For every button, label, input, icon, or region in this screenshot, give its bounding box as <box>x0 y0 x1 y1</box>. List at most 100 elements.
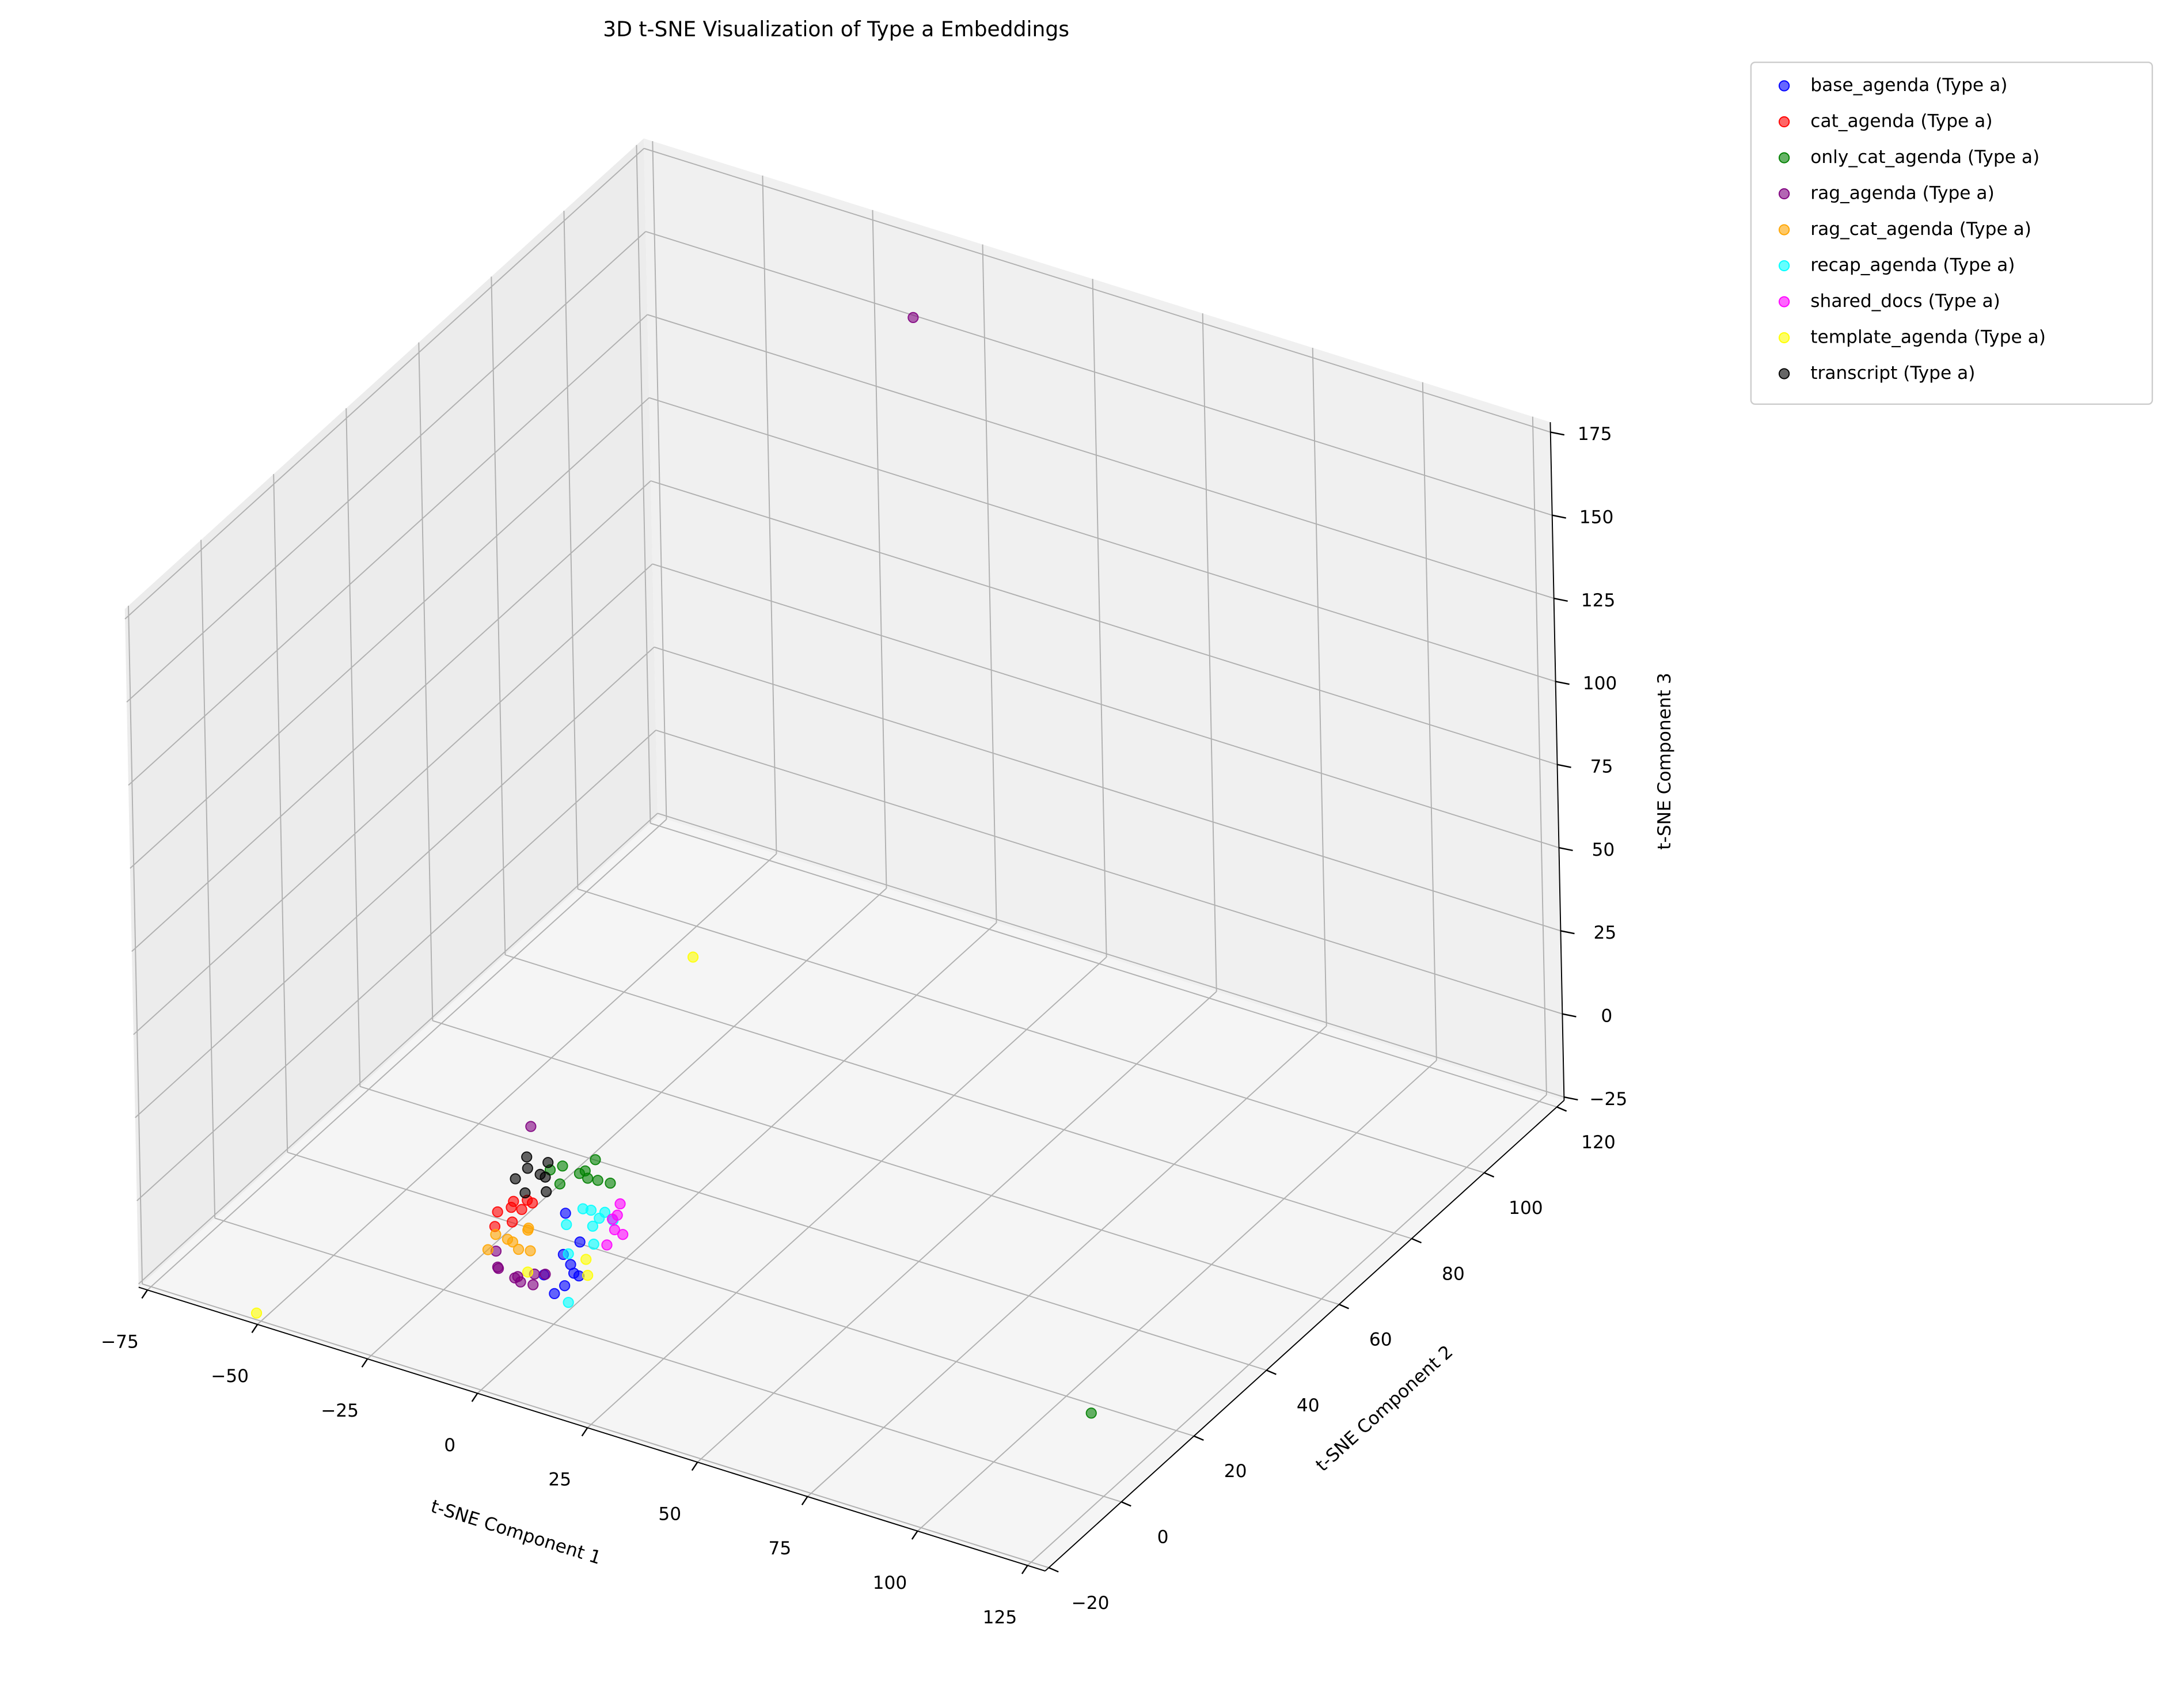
grid-line <box>131 480 651 952</box>
grid-line <box>135 646 655 1118</box>
point <box>540 1269 551 1280</box>
grid-line <box>1422 382 1437 1061</box>
grid-line <box>636 145 651 823</box>
point <box>560 1208 571 1219</box>
y-tick-label: 0 <box>1157 1527 1169 1548</box>
z-axis <box>1549 422 1565 1100</box>
point <box>614 1198 626 1210</box>
y-tick-label: 100 <box>1509 1198 1543 1219</box>
point <box>557 1160 568 1172</box>
grid-line <box>359 1085 1267 1371</box>
grid-line <box>1092 279 1107 958</box>
grid-line <box>587 957 1107 1429</box>
point <box>507 1216 518 1228</box>
grid <box>124 141 1564 1569</box>
tick-mark <box>1411 1238 1422 1244</box>
point <box>577 1203 589 1214</box>
grid-line <box>477 922 997 1394</box>
legend-marker <box>1778 188 1790 200</box>
legend-marker <box>1778 296 1790 308</box>
legend-label: template_agenda (Type a) <box>1810 327 2046 347</box>
grid-line <box>644 147 1551 433</box>
grid-line <box>650 822 1558 1108</box>
z-tick-label: 100 <box>1583 673 1617 694</box>
tick-mark <box>581 1427 588 1437</box>
point <box>516 1204 527 1215</box>
z-tick-label: 0 <box>1601 1006 1612 1027</box>
legend-label: shared_docs (Type a) <box>1810 291 2000 312</box>
grid-line <box>647 314 1554 599</box>
point <box>250 1307 263 1319</box>
point <box>492 1263 504 1274</box>
grid-line <box>563 211 579 889</box>
grid-line <box>257 853 777 1325</box>
grid-line <box>697 991 1217 1463</box>
grid-line <box>214 1217 1122 1502</box>
y-tick-label: −20 <box>1072 1593 1110 1614</box>
grid-line <box>657 813 1564 1098</box>
tick-mark <box>1555 681 1570 685</box>
tick-mark <box>471 1392 478 1402</box>
point <box>606 1213 618 1225</box>
z-axis-label: t-SNE Component 3 <box>1654 673 1675 850</box>
z-tick-label: 175 <box>1578 424 1612 445</box>
grid-line <box>652 563 1559 848</box>
tick-mark <box>1021 1565 1028 1574</box>
point <box>542 1157 554 1168</box>
point <box>512 1271 523 1282</box>
tick-mark <box>1564 1096 1578 1101</box>
grid-line <box>200 540 216 1219</box>
z-tick-label: −25 <box>1589 1089 1627 1110</box>
point <box>492 1206 503 1218</box>
point <box>540 1171 551 1183</box>
tick-mark <box>1556 1106 1567 1112</box>
tick-mark <box>1562 1013 1577 1018</box>
x-tick-label: −25 <box>321 1400 359 1421</box>
legend-label: rag_agenda (Type a) <box>1810 183 1994 203</box>
point <box>594 1212 605 1224</box>
y-axis <box>1044 1100 1565 1572</box>
z-tick-label: 75 <box>1590 757 1613 777</box>
x-tick-label: 25 <box>548 1470 571 1490</box>
x-tick-label: 0 <box>444 1435 455 1456</box>
point <box>565 1259 576 1270</box>
x-tick-label: −75 <box>101 1331 139 1352</box>
x-axis <box>138 1286 1046 1572</box>
point <box>582 1270 594 1281</box>
point <box>588 1238 599 1250</box>
point <box>522 1266 534 1278</box>
grid-line <box>147 819 667 1291</box>
point <box>617 1229 629 1240</box>
grid-line <box>133 563 653 1035</box>
z-tick-label: 150 <box>1579 507 1614 528</box>
grid-line <box>491 276 506 955</box>
grid-line <box>505 954 1412 1239</box>
points <box>250 312 1097 1419</box>
grid-line <box>273 474 288 1153</box>
tick-mark <box>1194 1435 1204 1441</box>
x-tick-label: 100 <box>873 1573 907 1593</box>
grid-line <box>917 1060 1437 1532</box>
grid-line <box>124 147 645 620</box>
legend-marker <box>1778 332 1790 344</box>
tick-mark <box>1554 597 1568 602</box>
z-tick-label: 25 <box>1593 923 1616 943</box>
y-tick-label: 120 <box>1581 1132 1616 1153</box>
point <box>525 1121 537 1132</box>
grid-line <box>138 813 658 1285</box>
x-axis-label: t-SNE Component 1 <box>428 1496 603 1569</box>
point <box>605 1177 616 1189</box>
tick-mark <box>1550 431 1565 436</box>
legend-label: cat_agenda (Type a) <box>1810 111 1992 132</box>
grid-line <box>1532 416 1547 1095</box>
grid-line <box>287 1152 1194 1437</box>
point <box>587 1220 598 1232</box>
grid-line <box>652 141 667 819</box>
grid-line <box>126 231 647 703</box>
panes <box>124 138 1564 1572</box>
point <box>687 951 699 963</box>
legend: base_agenda (Type a) cat_agenda (Type a) o… <box>1750 61 2153 405</box>
x-tick-label: 125 <box>983 1607 1017 1628</box>
legend-marker <box>1778 260 1790 272</box>
point <box>907 312 919 324</box>
